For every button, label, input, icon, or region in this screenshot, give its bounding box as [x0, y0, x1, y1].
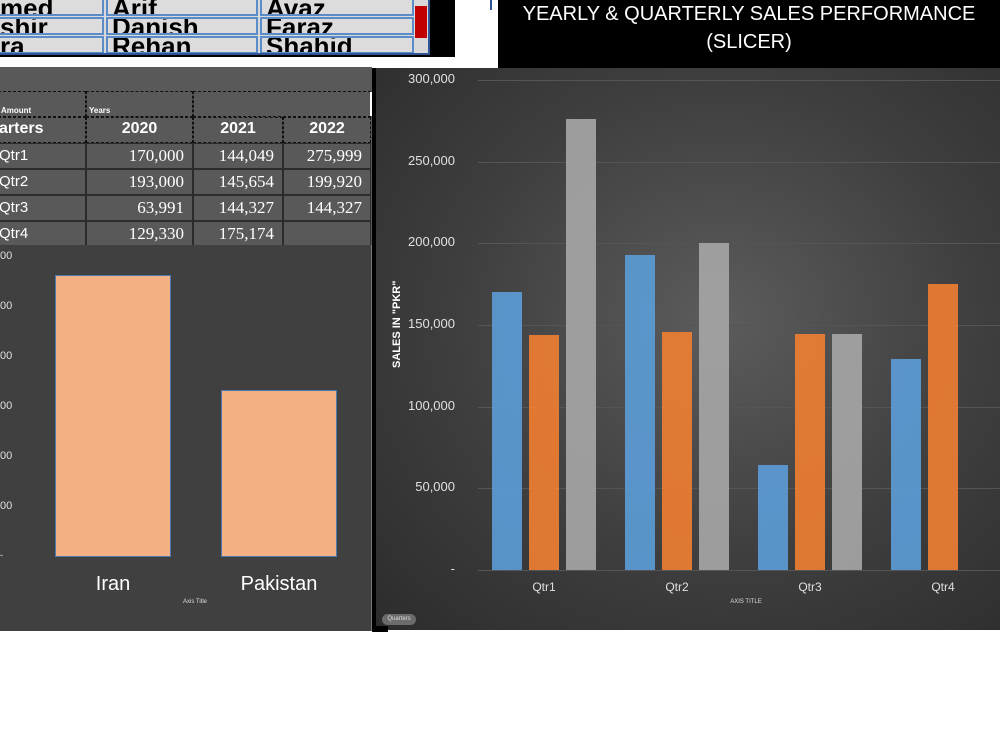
bar-qtr1-series-2[interactable]: [529, 334, 559, 570]
pivot-value: [283, 221, 371, 247]
y-tick-label: 150,000: [408, 316, 455, 331]
y-tick-label: 00: [0, 250, 13, 262]
slicer-item[interactable]: Rehan: [106, 36, 258, 53]
y-tick-label: 100,000: [408, 397, 455, 413]
pivot-value: 275,999: [283, 143, 371, 169]
y-tick-label: 250,000: [408, 152, 455, 168]
pivot-col-2020[interactable]: 2020: [86, 117, 193, 143]
x-category-label: Iran: [95, 573, 131, 595]
gridline: [478, 243, 1000, 245]
divider: [490, 0, 492, 10]
pivot-col-2022[interactable]: 2022: [283, 117, 371, 143]
pivot-value: 144,327: [283, 195, 371, 221]
x-category-label: Pakistan: [240, 573, 318, 595]
bar-pakistan[interactable]: [221, 390, 337, 557]
slicer-item[interactable]: Arif: [106, 0, 258, 16]
slicer-item[interactable]: Shahid: [260, 36, 414, 53]
pivot-value: 129,330: [86, 221, 193, 247]
divider: [372, 626, 388, 632]
quarterly-sales-chart[interactable]: 300,000 250,000 200,000 150,000 100,000 50,00…: [372, 68, 1000, 630]
bar-qtr4-series-1[interactable]: [891, 358, 921, 570]
bar-iran[interactable]: [55, 275, 171, 557]
x-category-label: Qtr2: [665, 580, 689, 594]
bar-qtr3-series-2[interactable]: [795, 334, 825, 570]
pivot-value: 175,174: [193, 221, 283, 247]
country-sales-chart[interactable]: 00 00 00 00 00 00 - Iran Pakistan Axis T…: [0, 245, 372, 631]
y-tick-label: -: [0, 550, 3, 560]
slicer-item[interactable]: Danish: [106, 17, 258, 35]
y-tick-label: -: [450, 561, 455, 576]
pivot-row-label: Qtr3: [0, 195, 86, 221]
y-tick-label: 50,000: [415, 479, 455, 495]
pivot-value: 170,000: [86, 143, 193, 169]
x-axis-title: Axis Title: [182, 599, 207, 605]
slicer-panel: med Arif Avaz shir Danish Faraz ra Rehan…: [0, 0, 455, 57]
y-tick-label: 00: [0, 500, 13, 512]
y-tick-label: 00: [0, 350, 13, 362]
pivot-value: 145,654: [193, 169, 283, 195]
slicer-item[interactable]: shir: [0, 17, 104, 35]
x-category-label: Qtr3: [798, 580, 822, 594]
bar-qtr1-series-1[interactable]: [492, 292, 522, 570]
y-tick-label: 00: [0, 300, 13, 312]
bar-qtr2-series-1[interactable]: [625, 254, 655, 570]
pivot-row-label: Qtr2: [0, 169, 86, 195]
pivot-value: 144,327: [193, 195, 283, 221]
bar-qtr3-series-1[interactable]: [758, 465, 788, 570]
pivot-header-years[interactable]: Years: [86, 91, 193, 117]
y-axis-title: SALES IN "PKR": [391, 280, 403, 368]
bar-qtr4-series-2[interactable]: [928, 283, 958, 570]
y-tick-label: 300,000: [408, 71, 455, 86]
pivot-table: Amount Years arters 2020 2021 2022 Qtr1 …: [0, 67, 372, 247]
pivot-header-blank: [193, 91, 371, 117]
pivot-value: 193,000: [86, 169, 193, 195]
quarters-field-button[interactable]: Quarters: [382, 614, 416, 625]
pivot-value: 144,049: [193, 143, 283, 169]
pivot-value: 199,920: [283, 169, 371, 195]
x-category-label: Qtr4: [931, 580, 955, 594]
x-category-label: Qtr1: [532, 580, 556, 594]
gridline: [478, 406, 1000, 408]
pivot-row-label-header[interactable]: arters: [0, 117, 86, 143]
slicer-scrollbar[interactable]: [415, 6, 427, 38]
dashboard-title: YEARLY & QUARTERLY SALES PERFORMANCE (SL…: [498, 0, 1000, 68]
pivot-row-label: Qtr4: [0, 221, 86, 247]
pivot-row-label: Qtr1: [0, 143, 86, 169]
slicer-item[interactable]: med: [0, 0, 104, 16]
pivot-header-amount[interactable]: Amount: [0, 91, 86, 117]
gridline: [478, 161, 1000, 163]
pivot-col-2021[interactable]: 2021: [193, 117, 283, 143]
bar-qtr1-series-3[interactable]: [566, 119, 596, 570]
gridline: [478, 325, 1000, 326]
salesman-slicer: med Arif Avaz shir Danish Faraz ra Rehan…: [0, 0, 430, 55]
y-tick-label: 200,000: [408, 234, 455, 250]
x-axis-title: AXIS TITLE: [730, 599, 762, 605]
slicer-item[interactable]: ra: [0, 36, 104, 53]
y-tick-label: 00: [0, 450, 13, 462]
y-tick-label: 00: [0, 400, 13, 412]
gridline: [478, 80, 1000, 81]
bar-qtr2-series-3[interactable]: [699, 243, 729, 570]
pivot-value: 63,991: [86, 195, 193, 221]
bar-qtr3-series-3[interactable]: [832, 334, 862, 570]
slicer-item[interactable]: Avaz: [260, 0, 414, 16]
bar-qtr2-series-2[interactable]: [662, 332, 692, 570]
gridline: [478, 570, 1000, 571]
dashboard-title-text: YEARLY & QUARTERLY SALES PERFORMANCE (SL…: [522, 3, 976, 53]
slicer-item[interactable]: Faraz: [260, 17, 414, 35]
gridline: [478, 488, 1000, 490]
